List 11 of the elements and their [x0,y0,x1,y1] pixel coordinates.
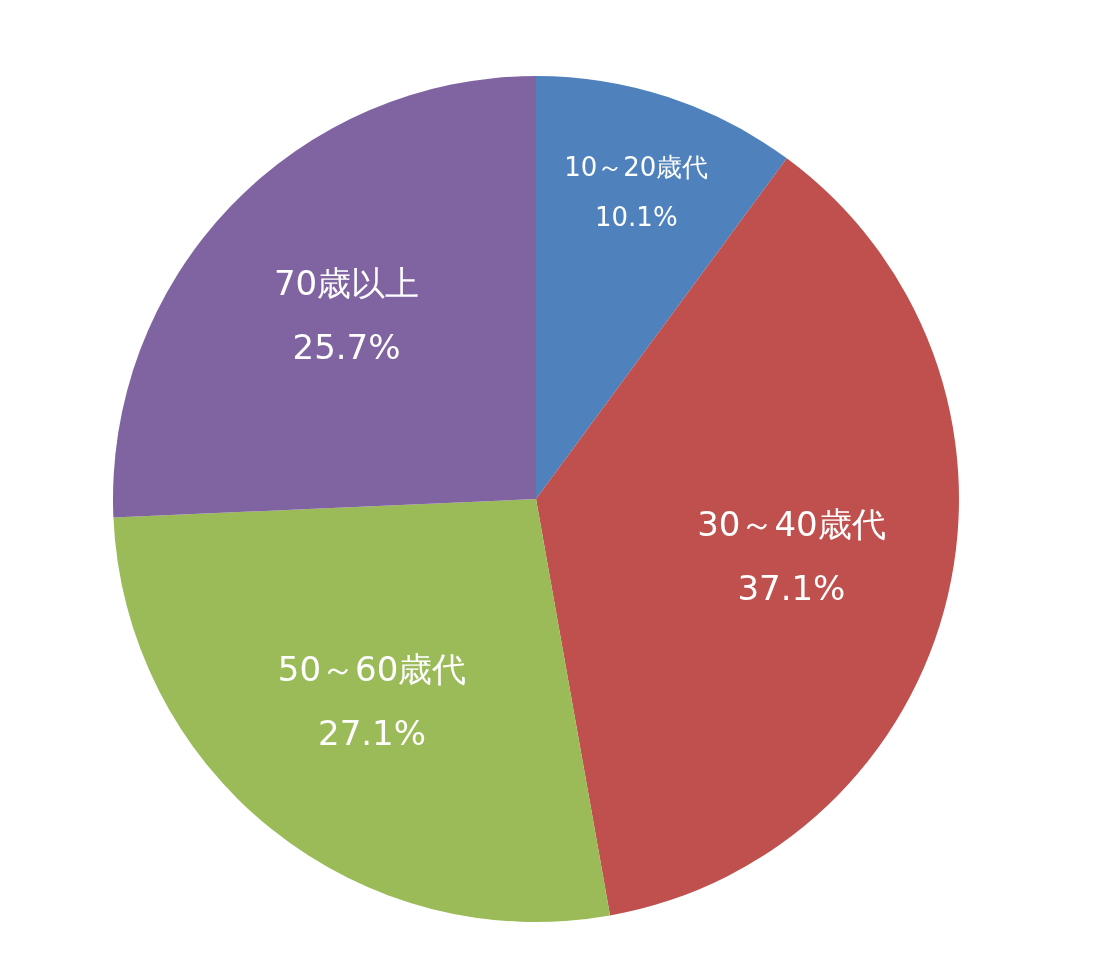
slice-label: 50～60歳代 [277,648,467,689]
data-label: 25.7% [292,327,401,368]
data-label: 37.1% [737,568,846,609]
pie-slice [536,76,787,499]
pie-slice [113,499,611,922]
slice-label: 30～40歳代 [697,503,886,544]
pie-slice [113,76,536,518]
data-label: 27.1% [318,713,427,754]
slice-label: 70歳以上 [273,262,420,303]
slice-label: 10～20歳代 [564,152,709,183]
data-label: 10.1% [595,201,678,232]
